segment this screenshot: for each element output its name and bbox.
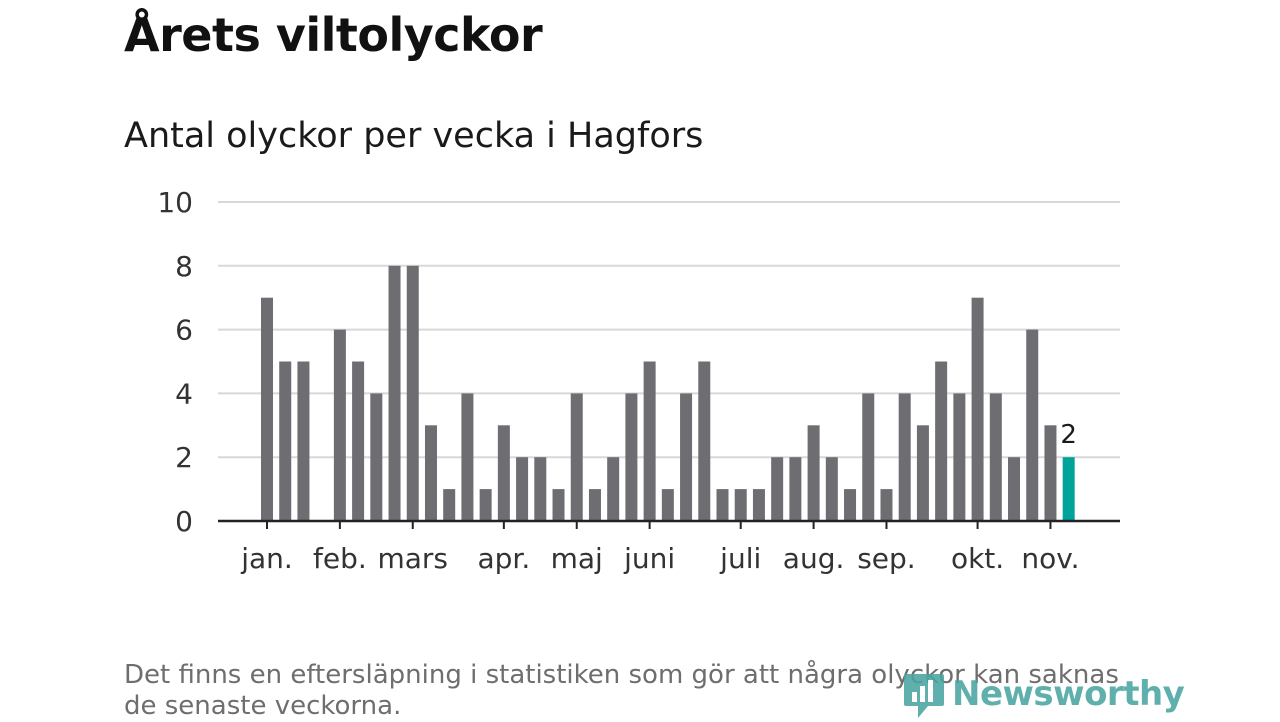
- bar: [661, 489, 674, 521]
- bar: [424, 425, 437, 521]
- x-tick-label: aug.: [783, 542, 845, 575]
- x-tick-label: maj: [551, 542, 603, 575]
- bar: [588, 489, 601, 521]
- x-tick-label: jan.: [240, 542, 293, 575]
- y-tick-label: 4: [175, 377, 193, 410]
- bar: [789, 457, 802, 521]
- x-tick-label: juli: [719, 542, 761, 575]
- x-tick-label: juni: [623, 542, 675, 575]
- bar: [989, 393, 1002, 521]
- bar: [261, 297, 273, 521]
- bar: [971, 297, 984, 521]
- bar: [370, 393, 383, 521]
- bar: [406, 265, 419, 521]
- brand-name: Newsworthy: [952, 674, 1185, 714]
- bar: [570, 393, 583, 521]
- bar: [953, 393, 966, 521]
- bar: [880, 489, 893, 521]
- bar: [552, 489, 565, 521]
- chart-subtitle: Antal olyckor per vecka i Hagfors: [124, 116, 704, 156]
- bar: [625, 393, 638, 521]
- bar: [935, 361, 948, 521]
- brand-logo: Newsworthy: [902, 668, 1185, 720]
- bar: [1026, 329, 1039, 521]
- bar: [771, 457, 784, 521]
- x-tick-label: okt.: [951, 542, 1004, 575]
- last-value-label: 2: [1060, 420, 1077, 450]
- bar: [807, 425, 820, 521]
- bar: [916, 425, 929, 521]
- bar: [443, 489, 456, 521]
- bar: [898, 393, 911, 521]
- footnote: Det finns en eftersläpning i statistiken…: [124, 660, 1119, 721]
- x-tick-label: mars: [377, 542, 448, 575]
- bar: [516, 457, 529, 521]
- x-tick-label: feb.: [313, 542, 367, 575]
- chart-title: Årets viltolyckor: [124, 8, 543, 62]
- x-tick-label: sep.: [857, 542, 916, 575]
- y-tick-label: 8: [175, 250, 193, 283]
- y-tick-label: 0: [175, 505, 193, 538]
- bar: [607, 457, 620, 521]
- bar: [698, 361, 711, 521]
- x-tick-label: nov.: [1021, 542, 1079, 575]
- bar: [388, 265, 401, 521]
- bar: [297, 361, 310, 521]
- bar: [1044, 425, 1057, 521]
- x-tick-label: apr.: [477, 542, 530, 575]
- newsworthy-logo-icon: [904, 674, 944, 718]
- bar: [734, 489, 747, 521]
- bar: [279, 361, 292, 521]
- bar: [1008, 457, 1021, 521]
- bar: [333, 329, 346, 521]
- bar: [461, 393, 474, 521]
- y-tick-label: 10: [157, 186, 193, 219]
- bar: [844, 489, 857, 521]
- bar: [716, 489, 729, 521]
- bar: [643, 361, 656, 521]
- bar: [534, 457, 547, 521]
- bar: [752, 489, 765, 521]
- bar: [479, 489, 492, 521]
- bar: [497, 425, 510, 521]
- bar: [1062, 457, 1075, 521]
- y-tick-label: 6: [175, 314, 193, 347]
- bar: [862, 393, 875, 521]
- bar: [825, 457, 838, 521]
- y-tick-label: 2: [175, 441, 193, 474]
- bar: [680, 393, 693, 521]
- bar: [352, 361, 365, 521]
